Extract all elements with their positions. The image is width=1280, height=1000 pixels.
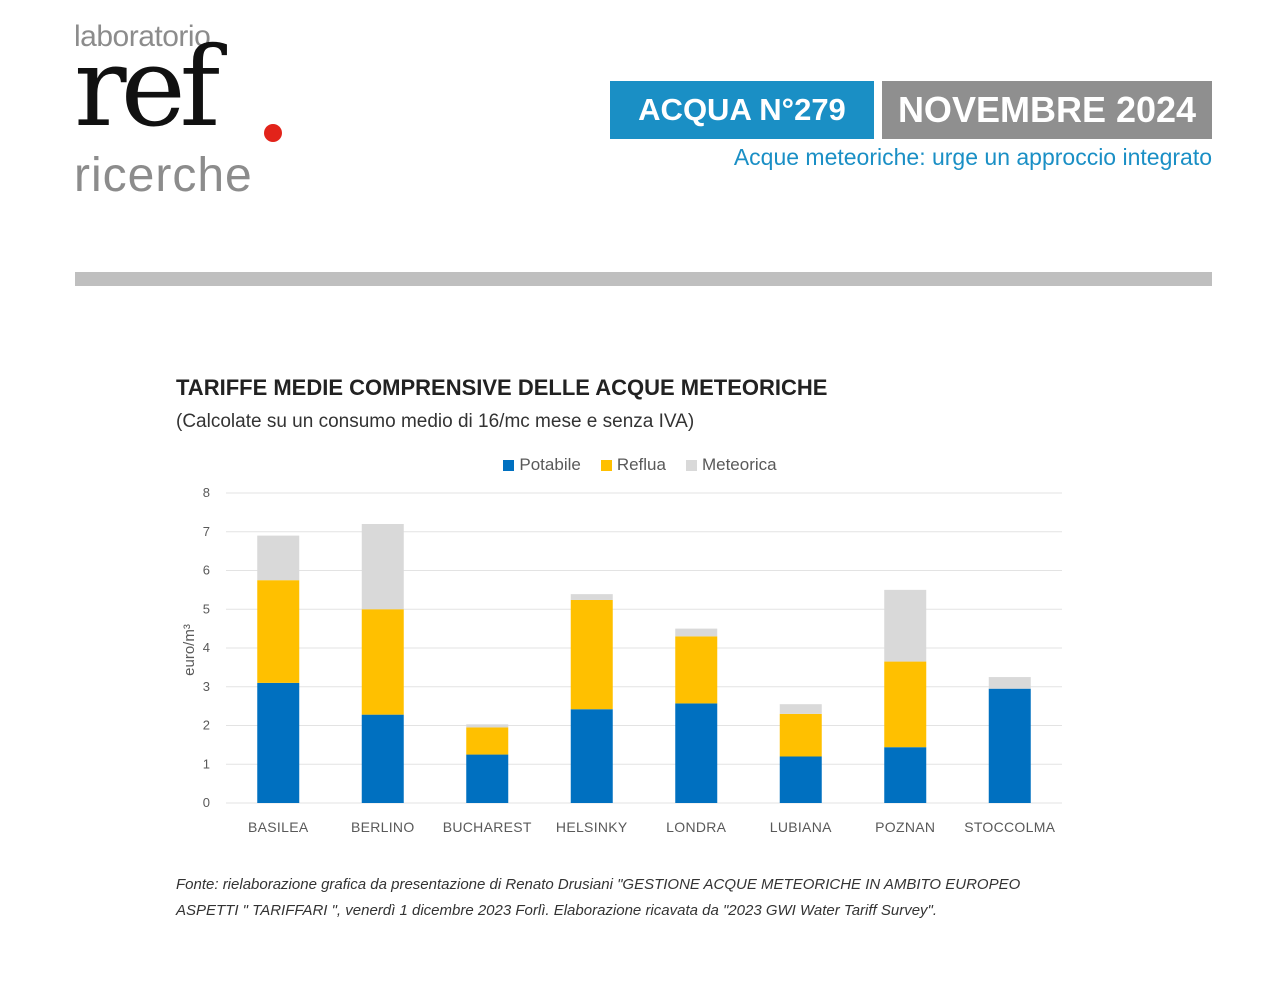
y-axis-label: euro/m³ [181,624,198,676]
x-tick-label: BASILEA [248,819,309,835]
y-tick-label: 5 [203,601,210,616]
bar-potabile-londra [675,703,718,803]
legend-label-meteorica: Meteorica [701,455,777,474]
issue-subtitle: Acque meteoriche: urge un approccio inte… [733,144,1212,170]
bar-meteorica-berlino [361,524,404,610]
legend-item-reflua: Reflua [600,455,666,475]
source-note: Fonte: rielaborazione grafica da present… [176,876,1021,919]
bar-meteorica-basilea [257,535,300,581]
issue-number: ACQUA N°279 [610,81,874,139]
x-tick-label: LONDRA [666,819,727,835]
bar-meteorica-lubiana [779,704,822,714]
legend-label-potabile: Potabile [519,455,581,474]
bar-reflua-bucharest [466,727,509,755]
bar-reflua-berlino [361,609,404,715]
x-tick-label: LUBIANA [770,819,832,835]
header-divider [75,272,1212,286]
logo-dot [264,124,282,142]
legend-item-potabile: Potabile [503,455,581,475]
y-tick-label: 2 [203,718,210,733]
bar-reflua-lubiana [779,713,822,757]
logo: laboratorio ref ricerche [74,20,304,210]
issue-date: NOVEMBRE 2024 [882,81,1212,139]
logo-bottom-text: ricerche [74,149,253,202]
y-tick-label: 3 [203,679,210,694]
legend-item-meteorica: Meteorica [685,455,777,475]
chart-subtitle: (Calcolate su un consumo medio di 16/mc … [176,411,695,432]
logo-top-text: laboratorio [74,20,211,53]
chart-legend: Potabile Reflua Meteorica [0,455,1280,475]
y-tick-label: 1 [203,756,210,771]
legend-swatch-potabile [503,459,515,471]
legend-swatch-reflua [600,459,612,471]
bar-potabile-lubiana [779,756,822,803]
y-tick-label: 7 [203,524,210,539]
bar-potabile-bucharest [466,754,509,803]
logo-main-text: ref [74,23,220,151]
y-tick-label: 8 [203,485,210,500]
y-tick-label: 0 [203,795,210,810]
bar-reflua-poznan [884,661,927,748]
x-tick-label: POZNAN [875,819,935,835]
legend-label-reflua: Reflua [616,455,666,474]
bar-reflua-helsinky [570,599,613,710]
x-tick-label: HELSINKY [556,819,628,835]
bar-meteorica-helsinky [570,594,613,600]
bar-reflua-londra [675,636,718,704]
bar-meteorica-poznan [884,589,927,662]
bar-potabile-poznan [884,747,927,803]
x-tick-label: BUCHAREST [443,819,532,835]
bar-meteorica-stoccolma [988,677,1031,689]
bar-potabile-helsinky [570,709,613,803]
x-tick-label: STOCCOLMA [964,819,1055,835]
bar-potabile-berlino [361,714,404,803]
bar-reflua-basilea [257,580,300,683]
chart-title: TARIFFE MEDIE COMPRENSIVE DELLE ACQUE ME… [176,375,828,400]
bar-meteorica-londra [675,628,718,637]
bar-meteorica-bucharest [466,724,509,728]
x-tick-label: BERLINO [351,819,415,835]
bar-potabile-basilea [257,682,300,803]
y-tick-label: 4 [203,640,210,655]
bar-potabile-stoccolma [988,688,1031,803]
y-tick-label: 6 [203,563,210,578]
legend-swatch-meteorica [685,459,697,471]
